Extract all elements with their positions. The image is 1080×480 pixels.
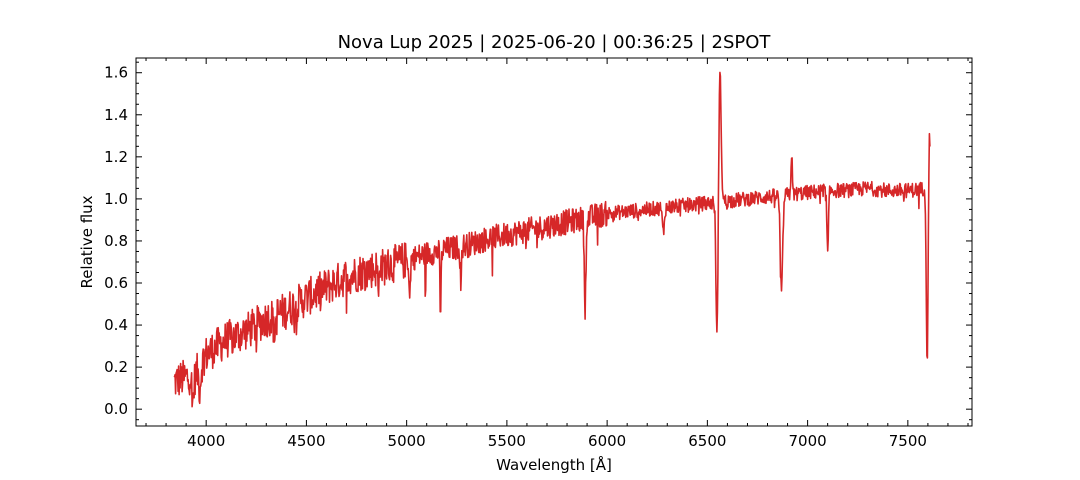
y-tick-label: 1.2 <box>104 148 128 166</box>
x-tick-label: 6500 <box>688 432 726 450</box>
plot-frame <box>135 57 973 427</box>
y-axis-label: Relative flux <box>78 195 96 288</box>
y-tick-label: 0.8 <box>104 232 128 250</box>
x-tick-label: 7500 <box>889 432 927 450</box>
spectrum-line <box>173 71 931 408</box>
x-tick-label: 5000 <box>388 432 426 450</box>
x-tick-label: 7000 <box>789 432 827 450</box>
y-tick-label: 1.0 <box>104 190 128 208</box>
y-tick-label: 1.6 <box>104 64 128 82</box>
y-tick-label: 0.2 <box>104 358 128 376</box>
y-tick-label: 1.4 <box>104 106 128 124</box>
x-tick-label: 5500 <box>488 432 526 450</box>
y-tick-label: 0.4 <box>104 316 128 334</box>
x-tick-label: 6000 <box>588 432 626 450</box>
x-axis-label: Wavelength [Å] <box>496 455 612 474</box>
y-tick-label: 0.0 <box>104 400 128 418</box>
x-tick-label: 4500 <box>287 432 325 450</box>
chart-title: Nova Lup 2025 | 2025-06-20 | 00:36:25 | … <box>338 32 772 53</box>
axis-ticks: 4000 4500 5000 5500 6000 6500 7000 7500 0.0 0.2 0.… <box>104 58 972 450</box>
x-tick-label: 4000 <box>187 432 225 450</box>
y-tick-label: 0.6 <box>104 274 128 292</box>
